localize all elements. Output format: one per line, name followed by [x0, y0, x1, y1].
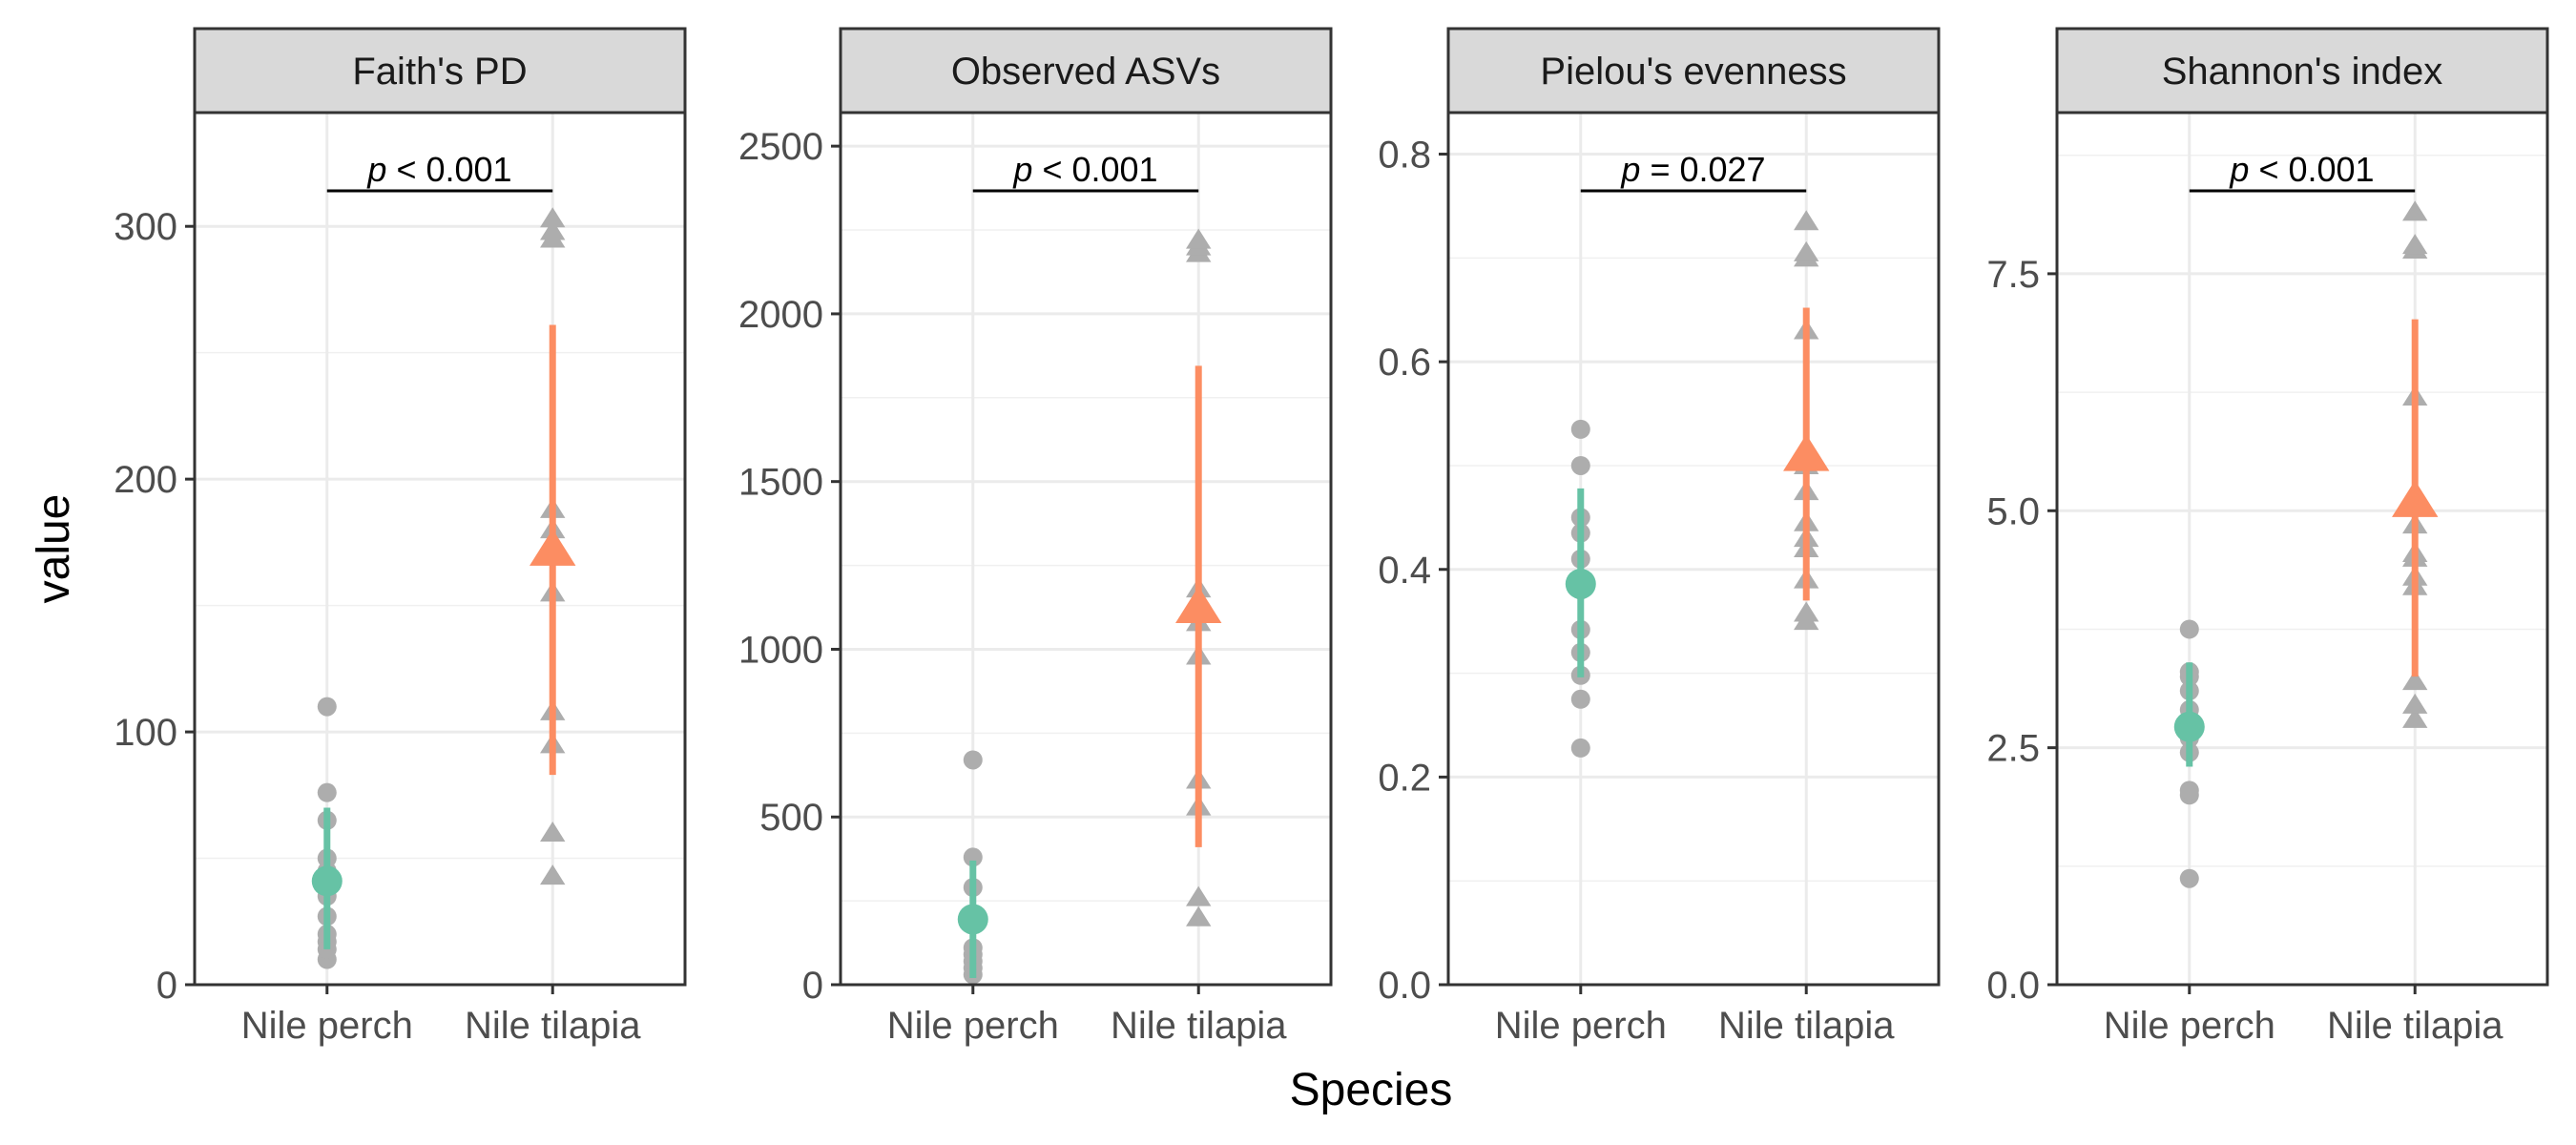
- facet-strip: [1446, 27, 1941, 114]
- mean-point: [530, 529, 576, 566]
- mean-point: [311, 865, 343, 897]
- mean-point: [1565, 568, 1596, 599]
- p-value-label: p < 0.001: [366, 150, 511, 189]
- y-tick-label: 0.4: [1378, 550, 1431, 592]
- raw-point: [963, 847, 983, 867]
- raw-point: [1794, 240, 1819, 261]
- raw-point: [1570, 455, 1590, 475]
- y-tick-label: 1500: [738, 462, 823, 504]
- facet-title: Shannon's index: [2162, 51, 2443, 93]
- facet-panel: p < 0.001 Faith's PD 0 100 200 300 Nile perch N…: [114, 27, 687, 1047]
- raw-point: [2402, 234, 2428, 255]
- p-value-label: p < 0.001: [2229, 150, 2374, 189]
- facet-title: Faith's PD: [352, 51, 527, 93]
- y-tick-label: 5.0: [1986, 490, 2040, 532]
- x-tick-label: Nile perch: [241, 1005, 413, 1047]
- y-tick-label: 7.5: [1986, 254, 2040, 296]
- raw-point: [1570, 419, 1590, 439]
- mean-point: [2173, 711, 2205, 742]
- facet-strip: [2055, 27, 2549, 114]
- panel-background: [2057, 113, 2547, 985]
- raw-point: [2179, 868, 2199, 888]
- facet-panel: p < 0.001 Shannon's index 0.0 2.5 5.0 7.5 Nile…: [1986, 27, 2549, 1047]
- y-tick-label: 2.5: [1986, 728, 2040, 770]
- x-tick-label: Nile tilapia: [1111, 1005, 1287, 1047]
- raw-point: [540, 219, 566, 240]
- raw-point: [317, 697, 337, 717]
- raw-point: [1186, 906, 1212, 926]
- raw-point: [1794, 601, 1819, 622]
- y-tick-label: 200: [114, 459, 177, 501]
- raw-point: [540, 864, 566, 885]
- raw-point: [2402, 200, 2428, 221]
- raw-point: [317, 782, 337, 802]
- x-tick-label: Nile tilapia: [1718, 1005, 1895, 1047]
- y-tick-label: 0.6: [1378, 342, 1431, 384]
- facet-strip: [193, 27, 687, 114]
- raw-point: [2179, 619, 2199, 639]
- raw-point: [1186, 228, 1212, 249]
- mean-point: [957, 904, 988, 935]
- facet-panel: p < 0.001 Observed ASVs 0 500 1000 1500 2000 25…: [738, 27, 1333, 1047]
- raw-point: [1570, 689, 1590, 709]
- x-tick-label: Nile perch: [2104, 1005, 2275, 1047]
- panel-background: [841, 113, 1331, 985]
- x-tick-label: Nile perch: [887, 1005, 1059, 1047]
- facet-strip: [839, 27, 1333, 114]
- p-value-label: p < 0.001: [1012, 150, 1157, 189]
- y-tick-label: 0.0: [1378, 965, 1431, 1007]
- x-axis-title: Species: [1290, 1065, 1453, 1115]
- raw-point: [540, 822, 566, 843]
- y-tick-label: 0.0: [1986, 965, 2040, 1007]
- raw-point: [2402, 670, 2428, 691]
- mean-point: [1175, 586, 1222, 624]
- raw-point: [540, 207, 566, 228]
- y-tick-label: 500: [759, 797, 823, 839]
- y-tick-label: 0: [802, 965, 823, 1007]
- x-tick-label: Nile tilapia: [465, 1005, 641, 1047]
- y-tick-label: 2500: [738, 126, 823, 168]
- facet-title: Observed ASVs: [951, 51, 1220, 93]
- facet-title: Pielou's evenness: [1540, 51, 1846, 93]
- mean-point: [2392, 480, 2439, 517]
- raw-point: [1794, 210, 1819, 231]
- y-tick-label: 0: [156, 965, 177, 1007]
- mean-point: [1783, 434, 1830, 471]
- raw-point: [2179, 781, 2199, 801]
- y-tick-label: 0.8: [1378, 135, 1431, 177]
- x-tick-label: Nile tilapia: [2327, 1005, 2503, 1047]
- panel-background: [195, 113, 685, 985]
- y-tick-label: 2000: [738, 294, 823, 336]
- panel-background: [1448, 113, 1939, 985]
- raw-point: [1570, 738, 1590, 758]
- y-tick-label: 0.2: [1378, 757, 1431, 799]
- p-value-label: p = 0.027: [1620, 150, 1765, 189]
- y-tick-label: 300: [114, 206, 177, 248]
- y-tick-label: 1000: [738, 629, 823, 671]
- y-tick-label: 100: [114, 712, 177, 754]
- x-tick-label: Nile perch: [1495, 1005, 1667, 1047]
- y-axis-title: value: [29, 494, 79, 604]
- raw-point: [2402, 693, 2428, 714]
- facet-panel: p = 0.027 Pielou's evenness 0.0 0.2 0.4 0.6 0.…: [1378, 27, 1941, 1047]
- raw-point: [2402, 707, 2428, 728]
- raw-point: [1186, 885, 1212, 906]
- raw-point: [963, 750, 983, 770]
